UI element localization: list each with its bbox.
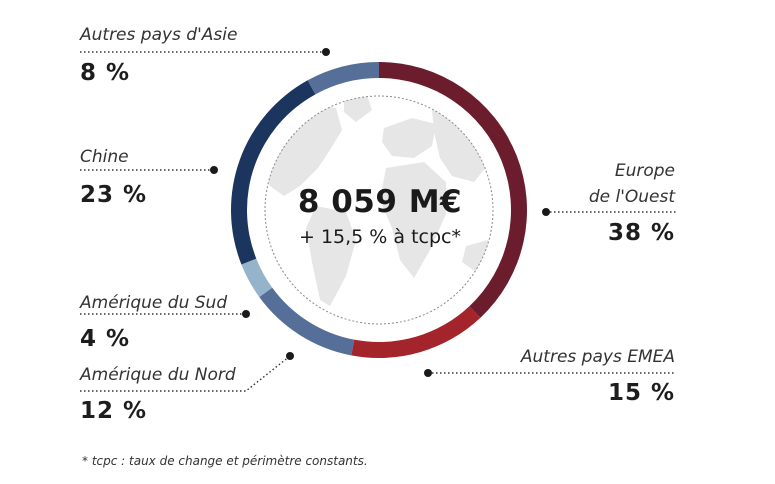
label-amerique-du-nord: Amérique du Nord [80, 365, 236, 385]
leader-autres-pays-asie-dot [322, 48, 330, 56]
donut-segment-3 [241, 258, 273, 297]
leader-chine-dot [210, 166, 218, 174]
donut-segment-2 [259, 287, 355, 356]
leader-amerique-du-sud-dot [242, 310, 250, 318]
world-map-background [265, 96, 493, 306]
donut-segment-1 [351, 306, 481, 358]
value-amerique-du-sud: 4 % [80, 326, 131, 352]
donut-segment-0 [379, 62, 527, 318]
center-total-value: 8 059 M€ [297, 184, 463, 220]
value-chine: 23 % [80, 182, 148, 208]
leader-autres-pays-emea-dot [424, 369, 432, 377]
label-autres-pays-emea: Autres pays EMEA [520, 347, 675, 367]
value-europe-ouest: 38 % [607, 220, 675, 246]
label-autres-pays-asie: Autres pays d'Asie [80, 25, 238, 45]
value-autres-pays-emea: 15 % [607, 380, 675, 406]
label-amerique-du-sud: Amérique du Sud [80, 293, 228, 313]
label-europe-ouest-line2: de l'Ouest [588, 187, 675, 207]
label-europe-ouest-line1: Europe [614, 161, 675, 181]
value-autres-pays-asie: 8 % [80, 60, 131, 86]
inner-dotted-ring [264, 95, 494, 325]
value-amerique-du-nord: 12 % [80, 398, 148, 424]
leader-amerique-du-nord-dot [286, 352, 294, 360]
label-chine: Chine [80, 147, 129, 167]
leader-europe-ouest-dot [542, 208, 550, 216]
center-growth-subtitle: + 15,5 % à tcpc* [299, 226, 461, 248]
footnote: * tcpc : taux de change et périmètre con… [82, 454, 368, 468]
donut-segment-5 [307, 62, 379, 95]
donut-segment-4 [230, 80, 316, 265]
